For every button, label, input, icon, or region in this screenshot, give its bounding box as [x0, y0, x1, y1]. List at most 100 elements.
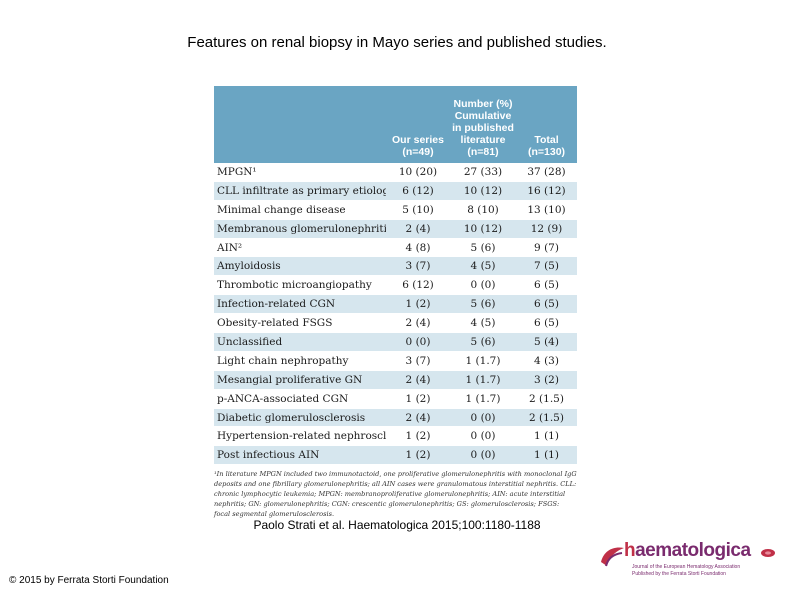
cell-total: 12 (9) [516, 219, 577, 239]
cell-literature: 4 (5) [450, 313, 516, 334]
cell-our-series: 2 (4) [386, 408, 450, 428]
cell-total: 5 (4) [516, 332, 577, 352]
cell-literature: 5 (6) [450, 332, 516, 352]
table-header: Our series (n=49) Number (%) Cumulative … [214, 86, 577, 163]
table-row: Post infectious AIN 1 (2) 0 (0) 1 (1) [214, 445, 577, 466]
haematologica-logo: haematologica Journal of the European He… [598, 540, 778, 582]
cell-literature: 5 (6) [450, 238, 516, 258]
cell-total: 1 (1) [516, 445, 577, 466]
table-row: Diabetic glomerulosclerosis 2 (4) 0 (0) 2 (… [214, 408, 577, 428]
cell-our-series: 0 (0) [386, 332, 450, 352]
cell-our-series: 6 (12) [386, 181, 450, 201]
cell-literature: 1 (1.7) [450, 351, 516, 371]
cell-total: 16 (12) [516, 181, 577, 201]
row-label: Membranous glomerulonephritis [214, 219, 386, 239]
logo-wordmark-rest: aematologica [635, 540, 751, 561]
table-row: AIN² 4 (8) 5 (6) 9 (7) [214, 238, 577, 258]
row-label: Light chain nephropathy [214, 351, 386, 371]
row-label: Thrombotic microangiopathy [214, 275, 386, 296]
cell-total: 6 (5) [516, 275, 577, 296]
logo-tagline-2: Published by the Ferrata Storti Foundati… [632, 571, 726, 577]
cell-literature: 0 (0) [450, 426, 516, 447]
cell-our-series: 1 (2) [386, 445, 450, 466]
row-label: p-ANCA-associated CGN [214, 389, 386, 409]
table-row: Hypertension-related nephrosclerosis1 (2… [214, 426, 577, 447]
row-label: Post infectious AIN [214, 445, 386, 466]
cell-total: 2 (1.5) [516, 389, 577, 409]
cell-total: 2 (1.5) [516, 408, 577, 428]
cell-literature: 4 (5) [450, 256, 516, 277]
cell-total: 13 (10) [516, 200, 577, 220]
cell-literature: 1 (1.7) [450, 389, 516, 409]
cell-our-series: 1 (2) [386, 389, 450, 409]
header-total: Total (n=130) [516, 86, 577, 163]
cell-our-series: 2 (4) [386, 313, 450, 334]
cell-literature: 0 (0) [450, 275, 516, 296]
cell-literature: 1 (1.7) [450, 370, 516, 390]
biopsy-features-table: Our series (n=49) Number (%) Cumulative … [214, 86, 577, 466]
row-label: Minimal change disease [214, 200, 386, 220]
table-row: CLL infiltrate as primary etiology 6 (12)… [214, 181, 577, 201]
row-label: AIN² [214, 238, 386, 258]
cell-total: 1 (1) [516, 426, 577, 447]
table-row: Thrombotic microangiopathy 6 (12) 0 (0) 6 (… [214, 275, 577, 296]
row-label: Unclassified [214, 332, 386, 352]
cell-total: 3 (2) [516, 370, 577, 390]
cell-literature: 27 (33) [450, 162, 516, 182]
row-label: Diabetic glomerulosclerosis [214, 408, 386, 428]
table-footnote: ¹In literature MPGN included two immunot… [214, 470, 577, 519]
row-label: CLL infiltrate as primary etiology [214, 181, 386, 201]
cell-our-series: 3 (7) [386, 351, 450, 371]
row-label: MPGN¹ [214, 162, 386, 182]
table-row: Obesity-related FSGS 2 (4) 4 (5) 6 (5) [214, 313, 577, 334]
table-row: Amyloidosis 3 (7) 4 (5) 7 (5) [214, 256, 577, 277]
slide-title: Features on renal biopsy in Mayo series … [187, 34, 607, 51]
table-row: Light chain nephropathy 3 (7) 1 (1.7) 4 (3) [214, 351, 577, 371]
table-row: Unclassified 0 (0) 5 (6) 5 (4) [214, 332, 577, 352]
table-row: p-ANCA-associated CGN 1 (2) 1 (1.7) 2 (1.5) [214, 389, 577, 409]
cell-our-series: 6 (12) [386, 275, 450, 296]
table-row: Mesangial proliferative GN 2 (4) 1 (1.7) 3 … [214, 370, 577, 390]
table-row: Membranous glomerulonephritis 2 (4) 10 (12… [214, 219, 577, 239]
logo-wordmark: haematologica [624, 540, 751, 562]
row-label: Obesity-related FSGS [214, 313, 386, 334]
logo-wordmark-initial: h [624, 540, 636, 561]
table-figure: Our series (n=49) Number (%) Cumulative … [214, 86, 577, 519]
cell-our-series: 3 (7) [386, 256, 450, 277]
cell-our-series: 2 (4) [386, 370, 450, 390]
table-row: MPGN¹ 10 (20) 27 (33) 37 (28) [214, 162, 577, 182]
cell-literature: 10 (12) [450, 219, 516, 239]
logo-tagline-1: Journal of the European Hematology Assoc… [632, 564, 741, 570]
row-label: Hypertension-related nephrosclerosis [214, 426, 386, 447]
header-label [214, 86, 386, 163]
cell-literature: 0 (0) [450, 445, 516, 466]
cell-literature: 8 (10) [450, 200, 516, 220]
cell-literature: 0 (0) [450, 408, 516, 428]
cell-total: 6 (5) [516, 313, 577, 334]
row-label: Infection-related CGN [214, 294, 386, 315]
cell-our-series: 10 (20) [386, 162, 450, 182]
cell-total: 6 (5) [516, 294, 577, 315]
header-row: Our series (n=49) Number (%) Cumulative … [214, 86, 577, 163]
logo-swoosh-icon [601, 547, 624, 567]
cell-our-series: 5 (10) [386, 200, 450, 220]
cell-total: 4 (3) [516, 351, 577, 371]
row-label: Mesangial proliferative GN [214, 370, 386, 390]
table-body: MPGN¹ 10 (20) 27 (33) 37 (28) CLL infiltrate… [214, 162, 577, 466]
row-label: Amyloidosis [214, 256, 386, 277]
table-row: Infection-related CGN 1 (2) 5 (6) 6 (5) [214, 294, 577, 315]
cell-our-series: 2 (4) [386, 219, 450, 239]
cell-total: 7 (5) [516, 256, 577, 277]
cell-our-series: 4 (8) [386, 238, 450, 258]
cell-our-series: 1 (2) [386, 294, 450, 315]
cell-our-series: 1 (2) [386, 426, 450, 447]
table-row: Minimal change disease 5 (10) 8 (10) 13 (10… [214, 200, 577, 220]
header-our-series: Our series (n=49) [386, 86, 450, 163]
header-literature: Number (%) Cumulative in published liter… [450, 86, 516, 163]
cell-literature: 10 (12) [450, 181, 516, 201]
citation: Paolo Strati et al. Haematologica 2015;1… [253, 518, 541, 532]
copyright-notice: © 2015 by Ferrata Storti Foundation [9, 575, 169, 586]
cell-literature: 5 (6) [450, 294, 516, 315]
cell-total: 9 (7) [516, 238, 577, 258]
logo-blood-cell-icon [761, 549, 775, 557]
